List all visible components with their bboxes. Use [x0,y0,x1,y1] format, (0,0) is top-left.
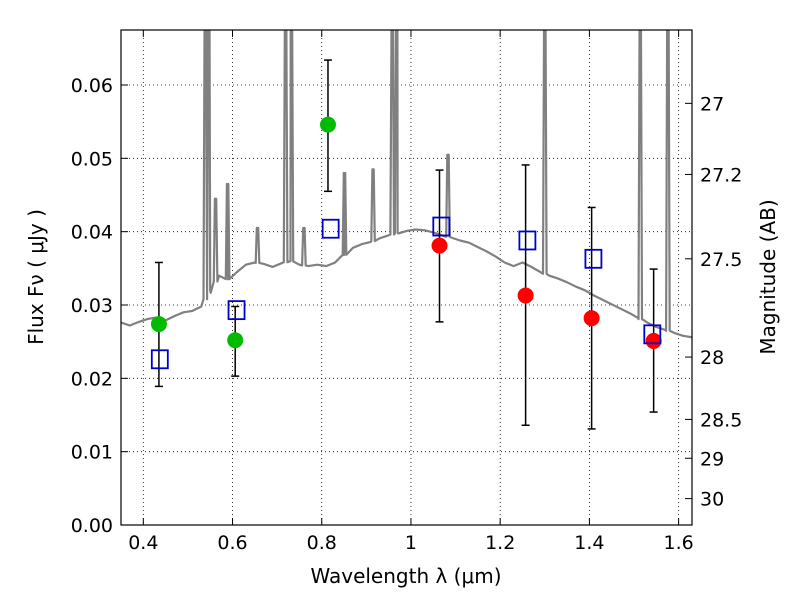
markers [150,116,662,370]
y-tick-label: 0.03 [71,295,113,317]
x-tick-label: 0.8 [307,532,337,554]
y-tick-label: 0.00 [71,515,113,537]
spectrum [121,30,692,339]
right-tick-label: 30 [700,489,724,511]
y-tick-label: 0.04 [71,222,113,244]
grid [121,30,692,526]
y-tick-label: 0.05 [71,148,113,170]
model-square-marker [150,349,169,370]
data-point-marker [150,316,167,333]
x-tick-label: 1.4 [574,532,604,554]
data-point-marker [227,332,244,349]
y-tick-label: 0.02 [71,368,113,390]
data-point-marker [583,310,600,327]
data-point-marker [319,116,336,133]
ticks [121,30,692,526]
model-square-marker [643,324,662,345]
right-tick-label: 28.5 [700,409,742,431]
right-tick-label: 28 [700,347,724,369]
data-point-marker [431,237,448,254]
x-tick-label: 0.4 [128,532,158,554]
x-tick-label: 1.2 [485,532,515,554]
right-tick-label: 27.2 [700,164,742,186]
x-tick-labels: 0.4 0.6 0.8 1 1.2 1.4 1.6 [128,532,694,554]
data-point-marker [645,332,662,349]
x-axis-label: Wavelength λ (μm) [310,564,501,588]
y-axis-label: Flux Fν ( μJy ) [24,209,48,345]
model-square-marker [321,218,340,239]
right-tick-label: 27 [700,93,724,115]
data-point-marker [517,287,534,304]
plot-area [121,30,692,525]
y-tick-label: 0.06 [71,75,113,97]
model-square-marker [584,248,603,269]
y-tick-labels: 0.00 0.01 0.02 0.03 0.04 0.05 0.06 [71,75,113,537]
right-tick-labels: 27 27.2 27.5 28 28.5 29 30 [700,93,742,510]
model-square-marker [518,230,537,251]
spectrum-line [121,30,692,339]
model-square-marker [432,216,451,237]
plot-frame [120,29,693,526]
right-tick-label: 29 [700,448,724,470]
x-tick-label: 1.6 [664,532,694,554]
y-tick-label: 0.01 [71,442,113,464]
right-tick-label: 27.5 [700,249,742,271]
x-tick-label: 1 [405,532,417,554]
model-square-marker [227,300,246,321]
right-axis-label: Magnitude (AB) [756,199,780,354]
x-tick-label: 0.6 [217,532,247,554]
